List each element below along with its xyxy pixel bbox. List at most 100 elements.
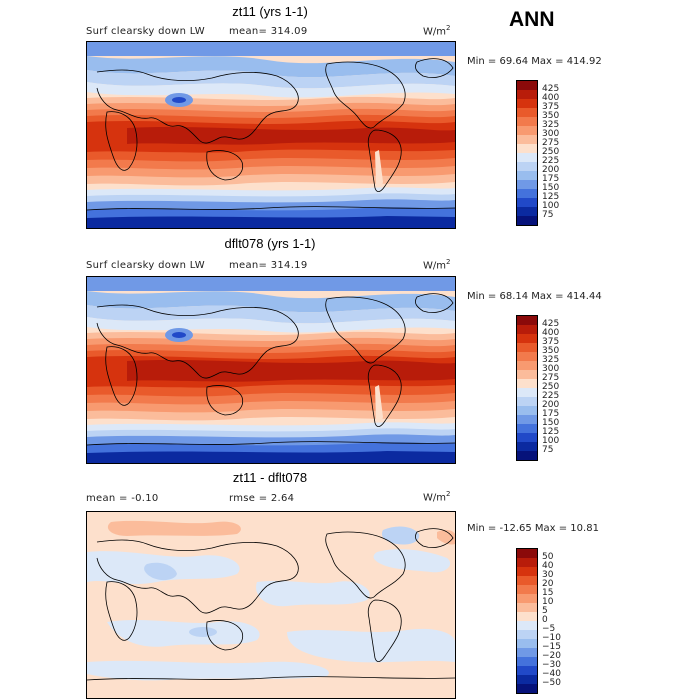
colorbar-swatch xyxy=(517,397,537,406)
colorbar-tick-label: 375 xyxy=(542,337,560,347)
colorbar-swatch xyxy=(517,442,537,451)
colorbar-swatch xyxy=(517,343,537,352)
colorbar-tick-label: 0 xyxy=(542,615,548,625)
colorbar-tick-label: −5 xyxy=(542,624,556,634)
panel1-title: zt11 (yrs 1-1) xyxy=(232,4,308,19)
colorbar-swatch xyxy=(517,352,537,361)
colorbar-tick-label: 125 xyxy=(542,192,560,202)
panel2-colorbar xyxy=(516,315,538,461)
colorbar-swatch xyxy=(517,81,537,90)
colorbar-swatch xyxy=(517,621,537,630)
colorbar-swatch xyxy=(517,603,537,612)
colorbar-tick-label: 225 xyxy=(542,156,560,166)
colorbar-swatch xyxy=(517,585,537,594)
colorbar-tick-label: 40 xyxy=(542,561,554,571)
panel1-minmax: Min = 69.64 Max = 414.92 xyxy=(467,56,602,67)
panel1-mean-label: mean= 314.09 xyxy=(229,26,308,37)
colorbar-swatch xyxy=(517,684,537,693)
colorbar-swatch xyxy=(517,567,537,576)
colorbar-tick-label: 75 xyxy=(542,445,554,455)
colorbar-tick-label: 200 xyxy=(542,165,560,175)
colorbar-tick-label: −30 xyxy=(542,660,561,670)
colorbar-swatch xyxy=(517,406,537,415)
colorbar-swatch xyxy=(517,180,537,189)
colorbar-tick-label: 275 xyxy=(542,138,560,148)
panel3-map xyxy=(86,511,456,699)
colorbar-swatch xyxy=(517,415,537,424)
colorbar-tick-label: 100 xyxy=(542,436,560,446)
colorbar-tick-label: 5 xyxy=(542,606,548,616)
colorbar-swatch xyxy=(517,216,537,225)
panel2-map xyxy=(86,276,456,464)
colorbar-swatch xyxy=(517,144,537,153)
colorbar-tick-label: 375 xyxy=(542,102,560,112)
colorbar-swatch xyxy=(517,325,537,334)
colorbar-swatch xyxy=(517,675,537,684)
panel3-minmax: Min = -12.65 Max = 10.81 xyxy=(467,523,599,534)
colorbar-tick-label: 175 xyxy=(542,174,560,184)
panel1-field-label: Surf clearsky down LW xyxy=(86,26,205,37)
panel3-colorbar xyxy=(516,548,538,694)
colorbar-tick-label: 225 xyxy=(542,391,560,401)
colorbar-swatch xyxy=(517,379,537,388)
colorbar-swatch xyxy=(517,424,537,433)
colorbar-tick-label: −50 xyxy=(542,678,561,688)
colorbar-tick-label: 100 xyxy=(542,201,560,211)
colorbar-swatch xyxy=(517,361,537,370)
colorbar-tick-label: 50 xyxy=(542,552,554,562)
colorbar-tick-label: 275 xyxy=(542,373,560,383)
colorbar-tick-label: −10 xyxy=(542,633,561,643)
colorbar-swatch xyxy=(517,316,537,325)
colorbar-swatch xyxy=(517,153,537,162)
colorbar-swatch xyxy=(517,666,537,675)
colorbar-swatch xyxy=(517,370,537,379)
colorbar-tick-label: −20 xyxy=(542,651,561,661)
colorbar-swatch xyxy=(517,630,537,639)
colorbar-swatch xyxy=(517,126,537,135)
panel2-title: dflt078 (yrs 1-1) xyxy=(224,236,316,251)
colorbar-tick-label: 250 xyxy=(542,147,560,157)
colorbar-swatch xyxy=(517,549,537,558)
colorbar-tick-label: −15 xyxy=(542,642,561,652)
panel1-map xyxy=(86,41,456,229)
colorbar-swatch xyxy=(517,576,537,585)
colorbar-tick-label: 30 xyxy=(542,570,554,580)
panel2-field-label: Surf clearsky down LW xyxy=(86,260,205,271)
colorbar-tick-label: 400 xyxy=(542,328,560,338)
colorbar-tick-label: 425 xyxy=(542,319,560,329)
colorbar-tick-label: 200 xyxy=(542,400,560,410)
colorbar-tick-label: 325 xyxy=(542,355,560,365)
colorbar-tick-label: 150 xyxy=(542,183,560,193)
season-label: ANN xyxy=(509,8,555,31)
colorbar-swatch xyxy=(517,90,537,99)
panel3-rmse-label: rmse = 2.64 xyxy=(229,493,295,504)
colorbar-swatch xyxy=(517,162,537,171)
colorbar-tick-label: 75 xyxy=(542,210,554,220)
colorbar-tick-label: 175 xyxy=(542,409,560,419)
colorbar-swatch xyxy=(517,388,537,397)
colorbar-tick-label: 150 xyxy=(542,418,560,428)
colorbar-swatch xyxy=(517,198,537,207)
colorbar-swatch xyxy=(517,99,537,108)
colorbar-swatch xyxy=(517,189,537,198)
colorbar-tick-label: 300 xyxy=(542,364,560,374)
colorbar-swatch xyxy=(517,334,537,343)
panel3-mean-label: mean = -0.10 xyxy=(86,493,159,504)
colorbar-tick-label: 425 xyxy=(542,84,560,94)
colorbar-swatch xyxy=(517,135,537,144)
colorbar-tick-label: 325 xyxy=(542,120,560,130)
colorbar-swatch xyxy=(517,657,537,666)
colorbar-swatch xyxy=(517,117,537,126)
panel2-minmax: Min = 68.14 Max = 414.44 xyxy=(467,291,602,302)
colorbar-swatch xyxy=(517,594,537,603)
colorbar-tick-label: 250 xyxy=(542,382,560,392)
colorbar-swatch xyxy=(517,558,537,567)
colorbar-tick-label: −40 xyxy=(542,669,561,679)
panel3-units: W/m2 xyxy=(423,490,451,504)
colorbar-tick-label: 125 xyxy=(542,427,560,437)
panel1-colorbar xyxy=(516,80,538,226)
colorbar-swatch xyxy=(517,639,537,648)
colorbar-tick-label: 10 xyxy=(542,597,554,607)
colorbar-swatch xyxy=(517,171,537,180)
colorbar-tick-label: 400 xyxy=(542,93,560,103)
